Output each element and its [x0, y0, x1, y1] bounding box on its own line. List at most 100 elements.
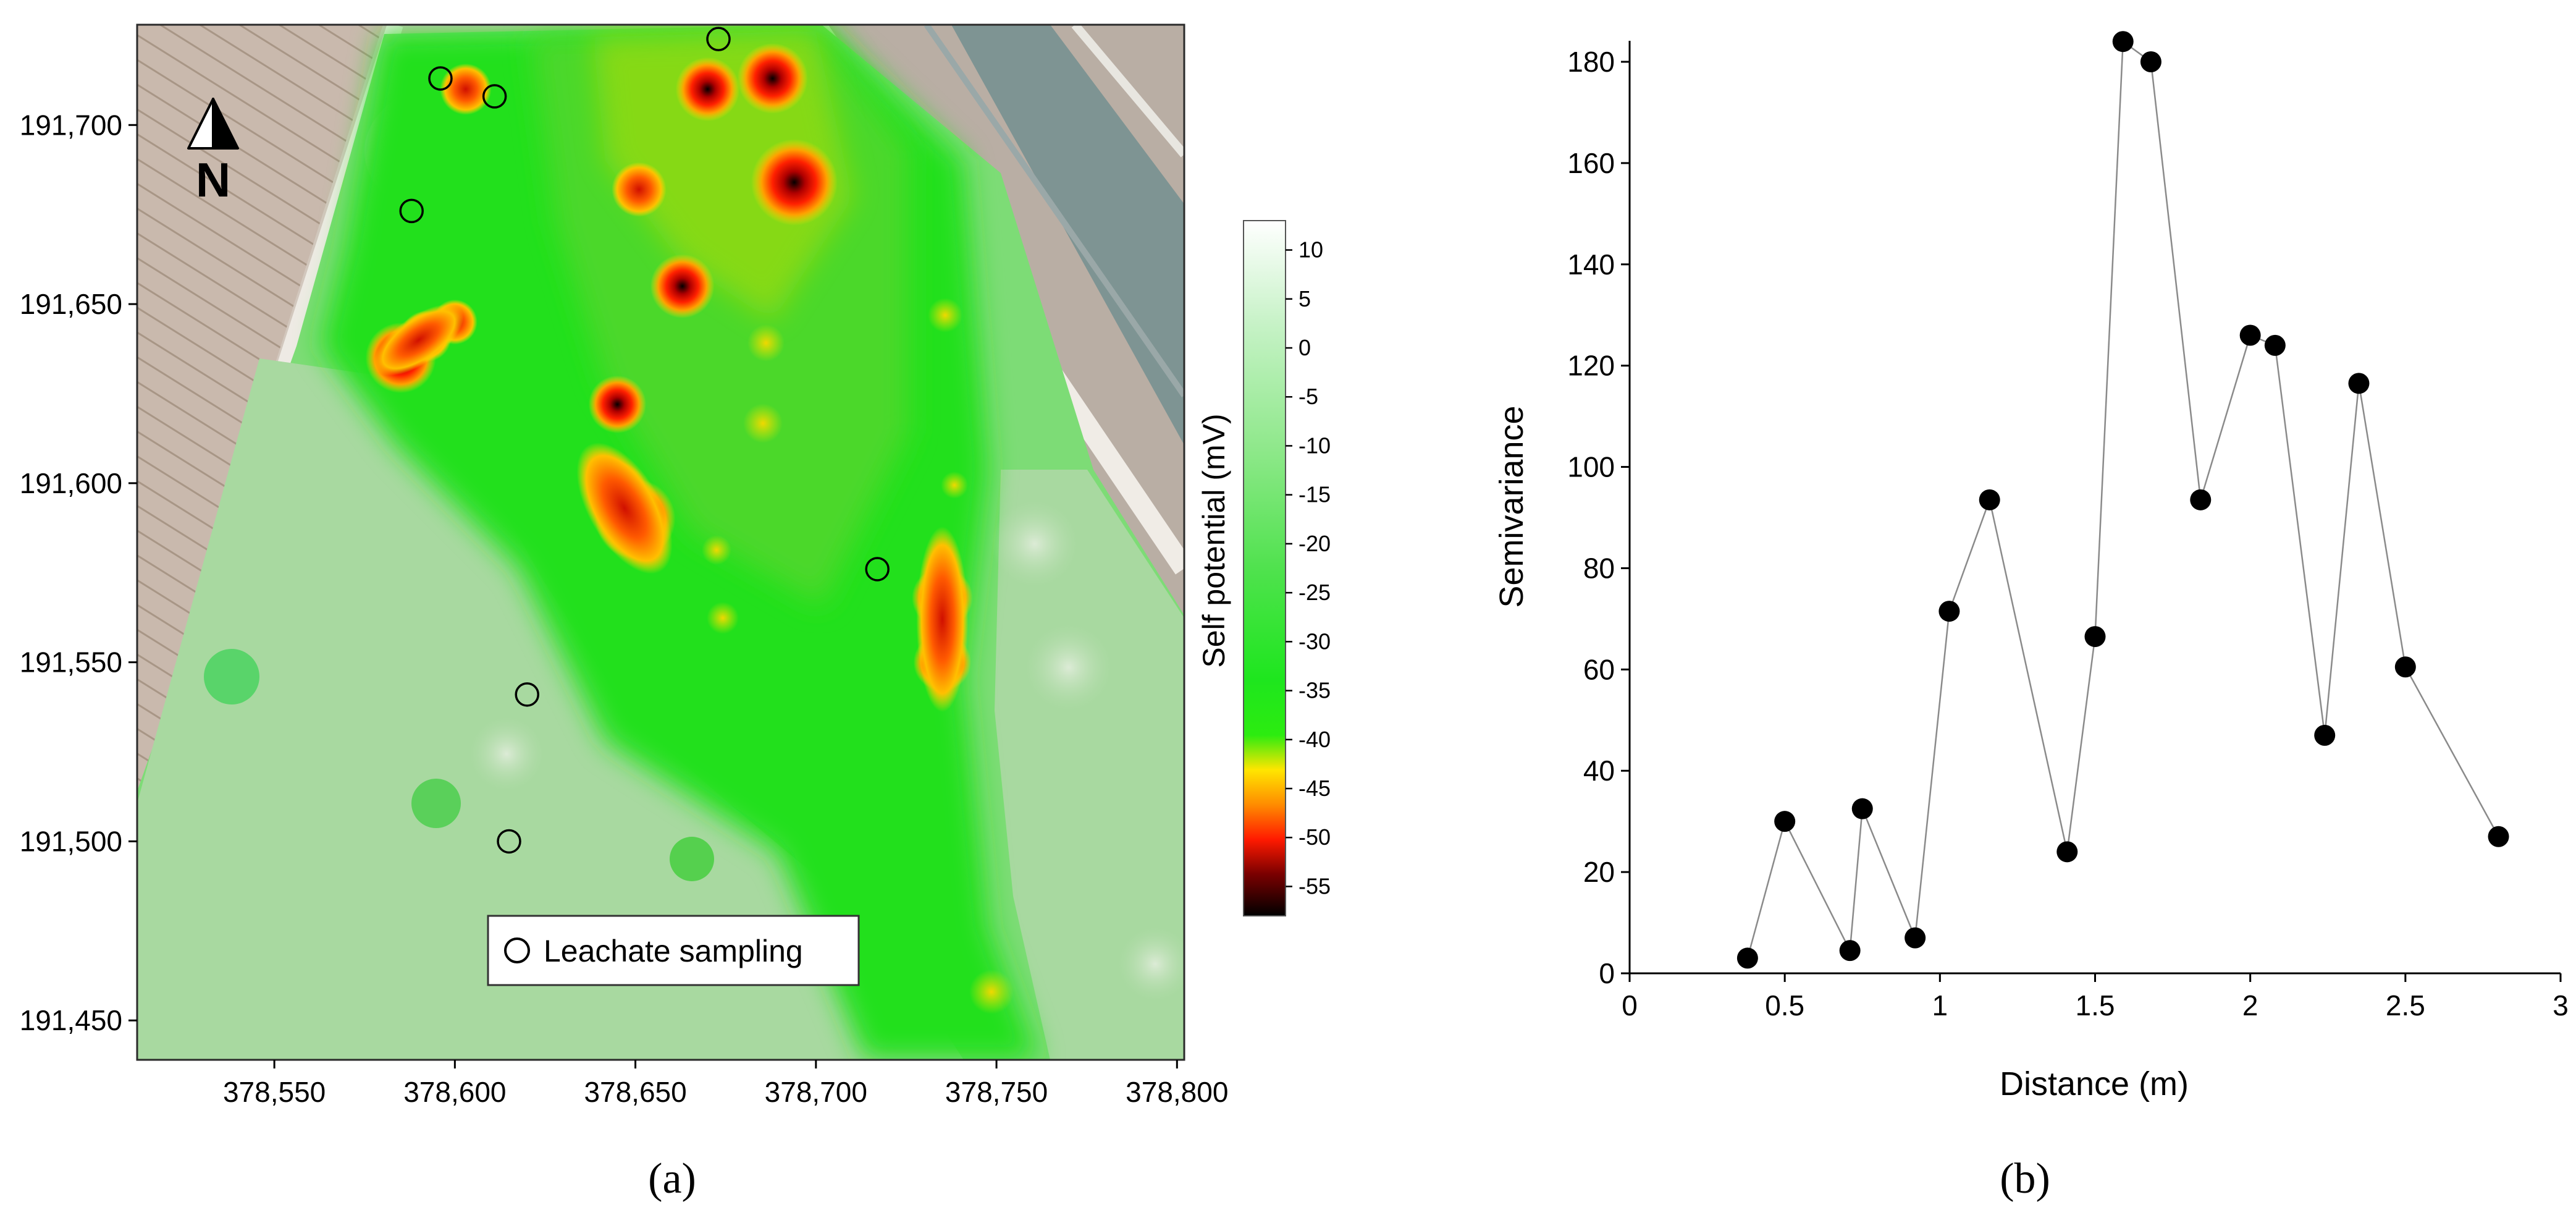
semivariogram-x-tick-label: 1 [1932, 989, 1948, 1022]
legend-label: Leachate sampling [544, 934, 803, 968]
semivariance-point [2239, 324, 2261, 346]
sp-anomaly [737, 43, 808, 114]
map-legend: Leachate sampling [487, 915, 860, 986]
map-frame [136, 23, 1185, 1061]
semivariance-line [1746, 40, 2499, 958]
semivariance-point [1774, 811, 1796, 832]
colorbar-gradient [1243, 220, 1286, 916]
pale-zone-west [137, 358, 964, 1060]
semivariogram-y-tick-label: 20 [1583, 856, 1615, 888]
map-y-tick-label: 191,700 [20, 109, 122, 141]
semivariogram-x-axis: 0 0.5 1 1.5 2 2.5 3 [1622, 973, 2569, 1022]
sampling-point-marker [482, 84, 507, 109]
colorbar-tick-label: 10 [1299, 237, 1323, 263]
self-potential-map-panel: N Leachate sampling 378,550 378,600 378,65… [20, 23, 1331, 1203]
semivariance-point [2056, 841, 2078, 863]
semivariogram-y-tick-label: 80 [1583, 552, 1615, 584]
semivariance-point [2140, 51, 2161, 72]
sp-anomaly [751, 139, 838, 226]
semivariogram-x-tick-label: 0 [1622, 989, 1638, 1022]
map-x-tick-label: 378,600 [403, 1076, 506, 1108]
sampling-points [399, 27, 890, 854]
semivariance-point [2314, 724, 2336, 746]
sp-anomaly [916, 527, 969, 713]
map-x-tick-label: 378,750 [945, 1076, 1048, 1108]
colorbar-tick-label: -20 [1299, 531, 1331, 556]
semivariance-point [2190, 489, 2212, 510]
semivariogram-y-tick-label: 160 [1567, 147, 1615, 179]
semivariance-point [2084, 626, 2106, 648]
colorbar-title: Self potential (mV) [1197, 413, 1231, 667]
semivariogram-y-tick-label: 40 [1583, 755, 1615, 787]
map-y-tick-label: 191,550 [20, 646, 122, 679]
map-y-tick-label: 191,450 [20, 1004, 122, 1036]
north-arrow: N [187, 98, 239, 207]
anomaly-layer [365, 43, 973, 713]
panel-b-label: (b) [2000, 1155, 2050, 1203]
map-x-tick-label: 378,550 [223, 1076, 326, 1108]
semivariance-point [1979, 489, 2000, 510]
semivariance-point [2394, 656, 2416, 678]
semivariogram-x-tick-label: 2.5 [2386, 989, 2425, 1022]
semivariance-series [1736, 31, 2509, 969]
semivariogram-x-tick-label: 2 [2242, 989, 2258, 1022]
colorbar-tick-label: -40 [1299, 727, 1331, 752]
sampling-point-marker [865, 557, 890, 582]
semivariogram-y-tick-label: 180 [1567, 46, 1615, 78]
semivariogram-x-tick-label: 3 [2553, 989, 2569, 1022]
semivariogram-x-tick-label: 1.5 [2076, 989, 2115, 1022]
sampling-point-marker [428, 66, 453, 91]
semivariance-point [1839, 940, 1861, 962]
y-axis-title: Semivariance [1493, 405, 1530, 607]
semivariogram-y-tick-label: 0 [1599, 957, 1615, 989]
map-y-tick-label: 191,500 [20, 825, 122, 857]
semivariogram-y-tick-label: 100 [1567, 451, 1615, 483]
sampling-point-marker [706, 27, 731, 51]
semivariogram-y-tick-label: 120 [1567, 350, 1615, 382]
semivariance-point [1736, 947, 1758, 969]
map-x-tick-label: 378,800 [1126, 1076, 1228, 1108]
sampling-point-marker [515, 682, 539, 707]
sampling-point-marker [399, 198, 424, 224]
map-y-tick-label: 191,650 [20, 288, 122, 320]
map-x-axis: 378,550 378,600 378,650 378,700 378,750 378,8… [223, 1060, 1228, 1108]
semivariance-point [2112, 31, 2134, 53]
colorbar-tick-label: -10 [1299, 433, 1331, 458]
semivariogram-y-tick-label: 60 [1583, 653, 1615, 685]
colorbar-tick-label: -55 [1299, 873, 1331, 899]
sampling-marker-icon [504, 937, 530, 963]
colorbar-ticks: 10 5 0 -5 -10 -15 -20 -25 -30 -35 -40 -45 -50 -55 [1286, 237, 1331, 899]
colorbar-tick-label: -45 [1299, 776, 1331, 801]
sp-anomaly [373, 304, 464, 376]
semivariance-point [1938, 601, 1960, 622]
semivariance-point [1851, 798, 1873, 819]
sampling-point-marker [497, 829, 521, 854]
map-x-tick-label: 378,650 [584, 1076, 686, 1108]
colorbar-tick-label: 5 [1299, 286, 1311, 311]
colorbar: 10 5 0 -5 -10 -15 -20 -25 -30 -35 -40 -45 -50 -55 Sel… [1197, 220, 1331, 916]
colorbar-tick-label: -25 [1299, 580, 1331, 605]
panel-a-label: (a) [648, 1155, 696, 1203]
colorbar-tick-label: -5 [1299, 384, 1318, 409]
semivariogram-y-axis: 0 20 40 60 80 100 120 140 160 180 [1567, 46, 1630, 989]
semivariance-point [2264, 334, 2286, 356]
map-x-tick-label: 378,700 [765, 1076, 867, 1108]
pale-zone-east [995, 470, 1184, 1060]
sp-anomaly [612, 162, 667, 217]
sp-anomaly [440, 63, 492, 115]
colorbar-tick-label: -15 [1299, 482, 1331, 507]
colorbar-tick-label: -35 [1299, 678, 1331, 703]
semivariance-point [2488, 826, 2509, 847]
sp-anomaly [675, 57, 740, 122]
sp-anomaly [576, 442, 673, 574]
sp-anomaly [588, 375, 647, 434]
semivariance-point [1905, 927, 1926, 949]
north-label: N [196, 153, 230, 207]
north-arrow-icon [212, 98, 239, 150]
map-y-axis: 191,700 191,650 191,600 191,550 191,500 191,4… [20, 109, 137, 1036]
x-axis-title: Distance (m) [2000, 1065, 2189, 1102]
semivariance-point [2348, 373, 2370, 394]
map-y-tick-label: 191,600 [20, 467, 122, 499]
colorbar-tick-label: -50 [1299, 824, 1331, 850]
